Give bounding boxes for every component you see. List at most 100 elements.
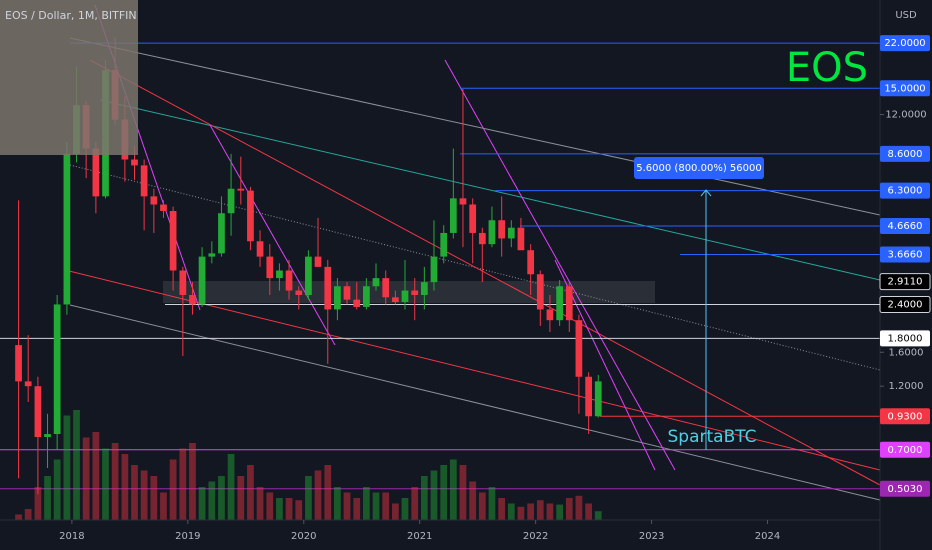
volume-bar [575,495,583,520]
candle-body [266,256,274,279]
y-tick-label: 12.0000 [885,110,926,121]
level-box [880,80,930,97]
level-label: 2.9110 [888,277,923,288]
level-label: 22.0000 [884,38,925,49]
level-box [880,480,930,497]
volume-bar [140,470,148,520]
red-diagonal [89,59,881,486]
volume-bar [498,498,506,520]
volume-bar [353,498,361,520]
x-tick-label: 2020 [291,531,316,542]
level-label: 3.6660 [888,249,923,260]
candle-body [256,241,264,257]
volume-bar [179,448,187,520]
volume-bar [305,476,312,520]
candle-body [343,286,351,300]
volume-bar [546,503,554,520]
volume-bar [34,487,42,520]
candle-body [556,286,564,321]
level-label: 0.5030 [888,484,923,495]
level-box [880,330,930,347]
volume-bar [24,509,32,520]
volume-bar [536,500,544,520]
volume-bar [343,492,351,520]
volume-bar [15,514,22,520]
volume-bar [121,454,129,520]
candle-body [179,270,187,295]
chart-title: EOS / Dollar, 1M, BITFIN [5,9,137,22]
candle-body [372,278,380,287]
level-label: 4.6660 [888,221,923,232]
volume-bar [82,437,90,520]
candle-body [24,381,32,387]
volume-bar [63,415,71,520]
volume-bar [150,476,158,520]
candle-body [527,250,535,275]
volume-bar [401,498,409,520]
measure-arrowhead [700,189,712,197]
x-tick-label: 2023 [639,531,664,542]
candle-body [430,256,438,283]
candle-body [160,204,167,211]
y-tick-label: 1.6000 [889,347,924,358]
level-box [880,145,930,162]
volume-bar [227,454,235,520]
teal-line [99,99,881,281]
trend-lines [64,4,881,501]
measure-label: 5.6000 (800.00%) 56000 [636,163,761,174]
level-box [879,273,931,291]
volume-bar [169,459,177,520]
volume-bar [594,511,602,520]
candle-body [324,266,332,310]
measure-box [634,157,764,179]
candle-body [334,286,341,310]
volume-bar [314,470,322,520]
candle-body [507,227,515,239]
volume-bar [102,448,109,520]
volume-bar [237,476,245,520]
volume-bar [53,459,61,520]
level-label: 0.9300 [888,411,923,422]
volume-bar [382,492,390,520]
candle-body [247,190,254,242]
volume-bar [449,459,457,520]
volume-bar [131,465,138,520]
volume-bar [334,487,341,520]
level-label: 1.8000 [888,333,923,344]
volume-bar [478,492,486,520]
volume-bar [295,500,303,520]
candle-body [92,148,100,197]
candle-body [363,286,370,307]
candle-body [276,270,283,279]
candle-body [594,381,602,417]
candle-body [53,304,61,435]
volume-bar [276,498,283,520]
volume-bar [507,503,515,520]
candle-body [546,309,554,321]
candle-body [411,290,419,295]
candle-body [565,286,573,321]
candle-body [169,210,177,271]
x-tick-label: 2022 [523,531,548,542]
level-label: 15.0000 [884,83,925,94]
candle-body [314,256,322,267]
level-box [880,246,930,263]
level-label: 0.7000 [888,445,923,456]
volume-bar [363,487,370,520]
volume-bar [44,476,51,520]
levels [0,42,880,490]
symbol-label: EOS [786,45,868,91]
x-tick-label: 2018 [59,531,84,542]
candle-body [34,386,42,438]
candle-body [305,256,312,295]
candle-body [536,274,544,310]
y-tick-label: 1.2000 [889,381,924,392]
candle-body [285,270,293,291]
candle-body [189,294,196,305]
candle-body [15,345,22,382]
candle-body [585,376,593,417]
candle-body [353,299,361,307]
volume-bar [208,481,216,520]
